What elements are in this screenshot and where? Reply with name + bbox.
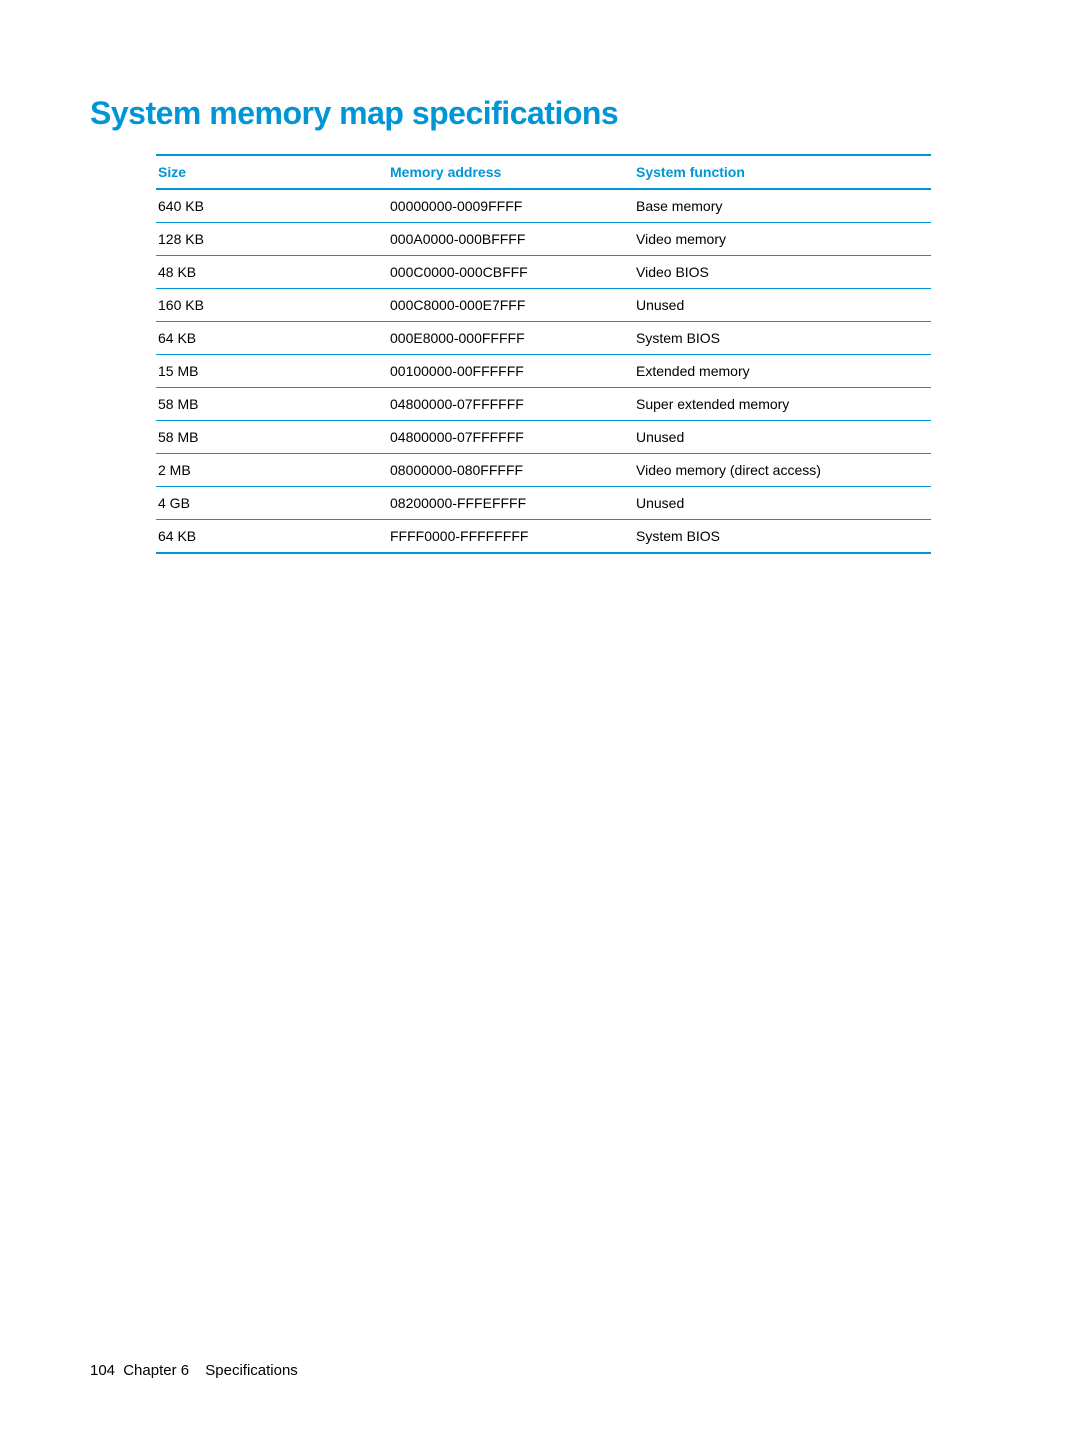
cell-function: System BIOS — [634, 520, 931, 554]
cell-function: Video memory — [634, 223, 931, 256]
cell-address: FFFF0000-FFFFFFFF — [388, 520, 634, 554]
table-row: 58 MB 04800000-07FFFFFF Super extended m… — [156, 388, 931, 421]
cell-size: 58 MB — [156, 388, 388, 421]
cell-function: Unused — [634, 421, 931, 454]
table-row: 64 KB FFFF0000-FFFFFFFF System BIOS — [156, 520, 931, 554]
table-header-row: Size Memory address System function — [156, 155, 931, 189]
cell-size: 15 MB — [156, 355, 388, 388]
cell-function: Unused — [634, 487, 931, 520]
cell-address: 00100000-00FFFFFF — [388, 355, 634, 388]
section-label: Specifications — [205, 1362, 298, 1379]
cell-size: 64 KB — [156, 322, 388, 355]
page-footer: 104 Chapter 6 Specifications — [90, 1362, 298, 1379]
table-row: 640 KB 00000000-0009FFFF Base memory — [156, 189, 931, 223]
table-row: 128 KB 000A0000-000BFFFF Video memory — [156, 223, 931, 256]
table-row: 64 KB 000E8000-000FFFFF System BIOS — [156, 322, 931, 355]
table-row: 2 MB 08000000-080FFFFF Video memory (dir… — [156, 454, 931, 487]
column-header-size: Size — [156, 155, 388, 189]
cell-address: 000A0000-000BFFFF — [388, 223, 634, 256]
cell-function: System BIOS — [634, 322, 931, 355]
column-header-address: Memory address — [388, 155, 634, 189]
cell-size: 160 KB — [156, 289, 388, 322]
cell-address: 000C8000-000E7FFF — [388, 289, 634, 322]
chapter-label: Chapter 6 — [123, 1362, 189, 1379]
page-heading: System memory map specifications — [90, 95, 990, 132]
cell-size: 640 KB — [156, 189, 388, 223]
cell-function: Base memory — [634, 189, 931, 223]
cell-address: 00000000-0009FFFF — [388, 189, 634, 223]
cell-address: 04800000-07FFFFFF — [388, 421, 634, 454]
table-row: 4 GB 08200000-FFFEFFFF Unused — [156, 487, 931, 520]
cell-address: 000C0000-000CBFFF — [388, 256, 634, 289]
cell-address: 08000000-080FFFFF — [388, 454, 634, 487]
cell-size: 128 KB — [156, 223, 388, 256]
cell-function: Extended memory — [634, 355, 931, 388]
cell-address: 04800000-07FFFFFF — [388, 388, 634, 421]
cell-size: 4 GB — [156, 487, 388, 520]
cell-size: 48 KB — [156, 256, 388, 289]
cell-function: Video memory (direct access) — [634, 454, 931, 487]
column-header-function: System function — [634, 155, 931, 189]
cell-size: 58 MB — [156, 421, 388, 454]
table-row: 58 MB 04800000-07FFFFFF Unused — [156, 421, 931, 454]
cell-address: 08200000-FFFEFFFF — [388, 487, 634, 520]
table-row: 48 KB 000C0000-000CBFFF Video BIOS — [156, 256, 931, 289]
cell-function: Video BIOS — [634, 256, 931, 289]
table-body: 640 KB 00000000-0009FFFF Base memory 128… — [156, 189, 931, 553]
cell-function: Super extended memory — [634, 388, 931, 421]
page-number: 104 — [90, 1362, 115, 1379]
cell-address: 000E8000-000FFFFF — [388, 322, 634, 355]
table-row: 160 KB 000C8000-000E7FFF Unused — [156, 289, 931, 322]
table-row: 15 MB 00100000-00FFFFFF Extended memory — [156, 355, 931, 388]
cell-size: 64 KB — [156, 520, 388, 554]
cell-size: 2 MB — [156, 454, 388, 487]
memory-map-table: Size Memory address System function 640 … — [156, 154, 931, 554]
cell-function: Unused — [634, 289, 931, 322]
